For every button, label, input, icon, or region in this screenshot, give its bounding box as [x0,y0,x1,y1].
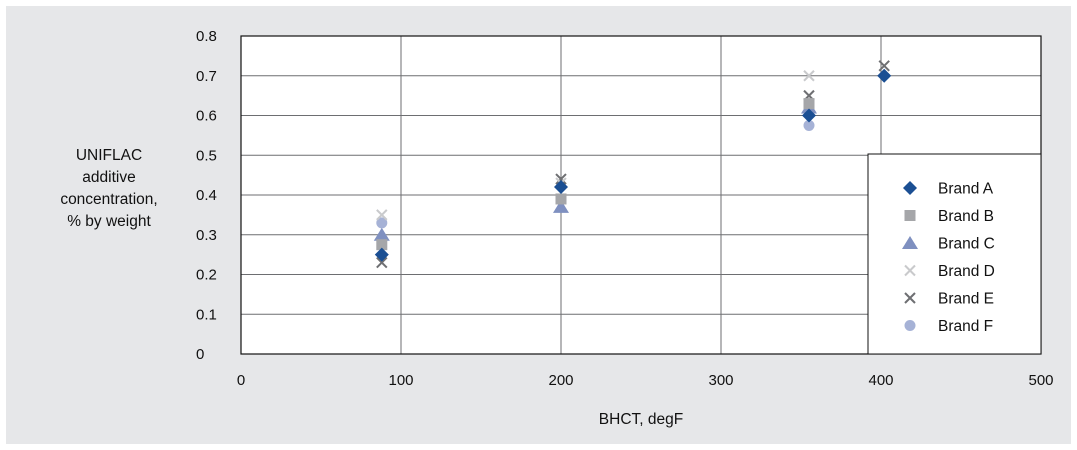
y-axis-title-line: additive [82,169,135,186]
y-tick-label: 0.4 [196,187,217,204]
y-tick-label: 0.6 [196,108,217,125]
x-tick-label: 500 [1028,372,1053,389]
legend-label-brand-b: Brand B [938,208,994,225]
brand-a-point [554,180,568,195]
brand-a-point [374,247,389,262]
legend-label-brand-d: Brand D [938,263,995,280]
brand-a-point [802,108,816,123]
y-tick-label: 0.7 [196,68,217,85]
brand-b-point [376,239,388,251]
x-tick-label: 200 [548,372,573,389]
brand-e-point [555,173,567,185]
x-tick-label: 400 [868,372,893,389]
brand-b-point [555,193,567,205]
y-tick-label: 0.5 [196,147,217,164]
legend-marker-brand-f [904,320,916,331]
legend-marker-brand-c [902,236,918,249]
brand-d-point [376,209,388,221]
y-tick-label: 0.8 [196,28,217,45]
y-axis-title-line: % by weight [67,213,151,230]
legend-label-brand-f: Brand F [938,318,993,335]
brand-d-point [803,70,815,82]
brand-f-point [803,119,815,131]
x-tick-label: 100 [388,372,413,389]
x-tick-label: 0 [237,372,245,389]
brand-c-point [373,227,390,241]
x-axis-title: BHCT, degF [599,411,683,428]
scatter-chart: 0 100 200 300 400 500 0 0.1 0.2 0.3 0.4 0.5 0.6 0.7 0.… [60,28,1053,428]
legend-marker-brand-d [904,264,916,277]
legend-marker-brand-e [904,292,916,304]
brand-e-point [878,60,890,72]
y-tick-label: 0.1 [196,306,217,323]
brand-c-point [553,199,569,213]
legend-label-brand-e: Brand E [938,291,994,308]
legend-marker-brand-a [903,181,917,195]
legend-marker-brand-b [904,210,916,221]
y-axis-title-line: concentration, [60,191,157,208]
y-tick-label: 0.3 [196,227,217,244]
y-tick-label: 0 [196,346,204,363]
brand-b-point [803,98,815,110]
legend-box [867,153,1042,355]
x-tick-label: 300 [708,372,733,389]
legend-label-brand-a: Brand A [938,181,994,198]
y-tick-label: 0.2 [196,267,217,284]
brand-e-point [376,256,388,269]
y-axis-title-line: UNIFLAC [76,147,142,164]
brand-a-point [877,68,892,83]
chart-frame: 0 100 200 300 400 500 0 0.1 0.2 0.3 0.4 0.5 0.6 0.7 0.… [6,6,1071,444]
legend-label-brand-c: Brand C [938,236,995,253]
brand-f-point [376,217,388,229]
